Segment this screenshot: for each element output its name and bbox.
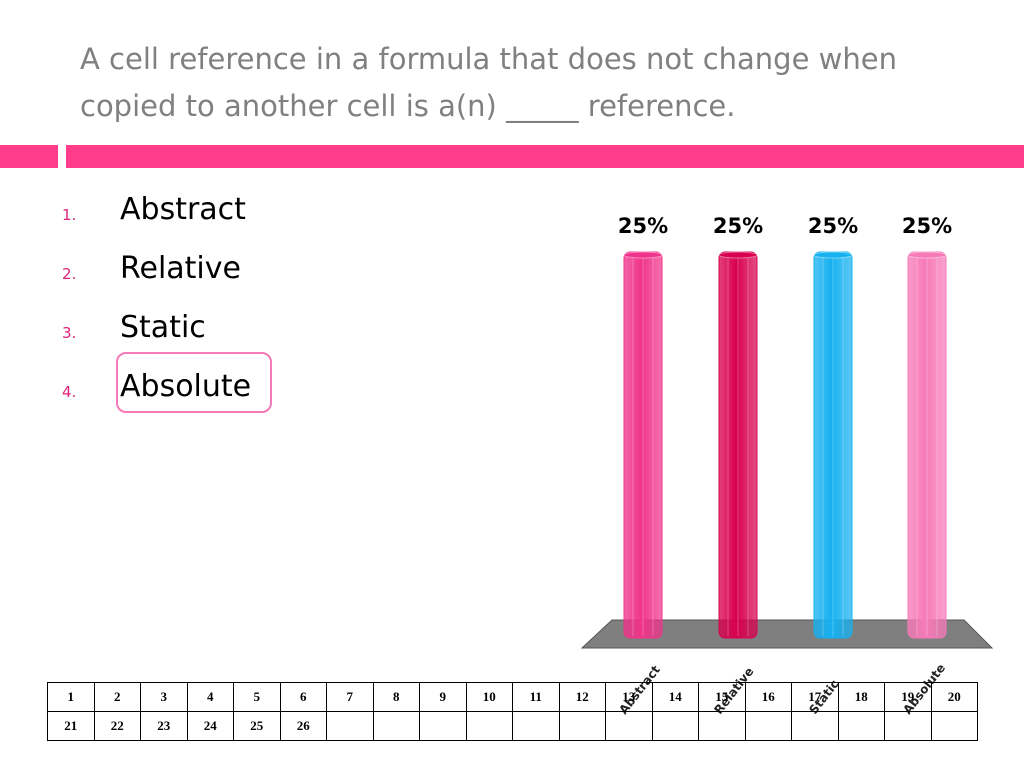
accent-band — [66, 145, 1024, 168]
grid-cell: 19 — [884, 682, 932, 712]
value-label: 25% — [618, 214, 668, 238]
grid-cell: 23 — [140, 711, 188, 741]
grid-cell: 6 — [279, 682, 327, 712]
grid-cell: 22 — [93, 711, 141, 741]
list-marker: 1. — [62, 206, 77, 224]
value-label: 25% — [808, 214, 858, 238]
slide-title: A cell reference in a formula that does … — [80, 42, 897, 123]
bar-top — [813, 251, 853, 259]
list-item: 4. Absolute — [0, 367, 300, 426]
response-grid: 1 2 3 4 5 6 7 8 9 10 11 12 13 14 15 16 17 18 19 20 21 22 23 24 2… — [47, 682, 978, 741]
grid-cell: 16 — [744, 682, 792, 712]
grid-cell: 4 — [186, 682, 234, 712]
grid-cell: 9 — [419, 682, 467, 712]
grid-cell — [837, 711, 885, 741]
grid-cell — [512, 711, 560, 741]
grid-cell: 13 — [605, 682, 653, 712]
grid-cell: 2 — [93, 682, 141, 712]
list-item: 3. Static — [0, 308, 300, 367]
grid-cell: 3 — [140, 682, 188, 712]
bar-top — [907, 251, 947, 259]
correct-highlight — [116, 352, 272, 413]
grid-cell — [372, 711, 420, 741]
grid-cell: 14 — [651, 682, 699, 712]
grid-cell: 17 — [791, 682, 839, 712]
grid-cell — [698, 711, 746, 741]
grid-cell: 12 — [558, 682, 606, 712]
list-item: 2. Relative — [0, 249, 300, 308]
grid-cell: 24 — [186, 711, 234, 741]
bar-top — [718, 251, 758, 259]
grid-cell: 10 — [465, 682, 513, 712]
grid-cell: 20 — [930, 682, 978, 712]
grid-cell: 8 — [372, 682, 420, 712]
grid-cell: 25 — [233, 711, 281, 741]
list-marker: 4. — [62, 383, 77, 401]
grid-cell: 7 — [326, 682, 374, 712]
list-text: Abstract — [120, 192, 246, 227]
grid-cell — [558, 711, 606, 741]
grid-cell: 21 — [47, 711, 95, 741]
grid-cell: 26 — [279, 711, 327, 741]
list-text: Absolute — [120, 369, 252, 404]
list-marker: 2. — [62, 265, 77, 283]
grid-cell — [884, 711, 932, 741]
accent-band — [0, 145, 58, 168]
list-text: Relative — [120, 251, 241, 286]
value-label: 25% — [713, 214, 763, 238]
grid-row: 21 22 23 24 25 26 — [47, 711, 978, 741]
grid-cell — [465, 711, 513, 741]
list-item: 1. Abstract — [0, 190, 300, 249]
grid-cell: 1 — [47, 682, 95, 712]
bar-top — [623, 251, 663, 259]
grid-cell: 11 — [512, 682, 560, 712]
grid-cell — [326, 711, 374, 741]
grid-cell — [744, 711, 792, 741]
list-marker: 3. — [62, 324, 77, 342]
grid-cell: 18 — [837, 682, 885, 712]
grid-cell — [791, 711, 839, 741]
grid-cell — [651, 711, 699, 741]
grid-row: 1 2 3 4 5 6 7 8 9 10 11 12 13 14 15 16 17 18 19 20 — [47, 682, 978, 712]
list-text: Static — [120, 310, 206, 345]
value-label: 25% — [902, 214, 952, 238]
grid-cell — [419, 711, 467, 741]
grid-cell — [930, 711, 978, 741]
chart-floor — [580, 619, 994, 649]
grid-cell — [605, 711, 653, 741]
grid-cell: 5 — [233, 682, 281, 712]
grid-cell: 15 — [698, 682, 746, 712]
